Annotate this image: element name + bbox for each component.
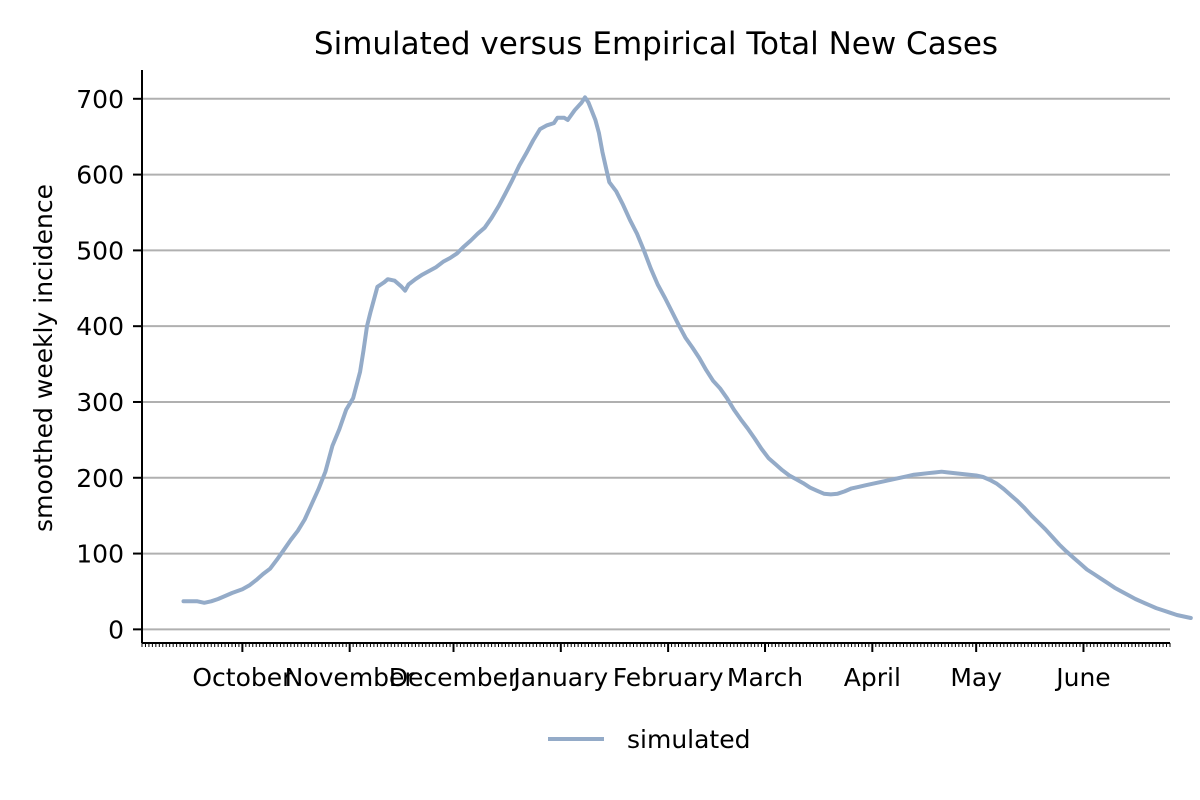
series-layer — [181, 95, 1193, 620]
x-tick-label: February — [613, 663, 724, 692]
x-tick-label: May — [950, 663, 1002, 692]
axes — [141, 70, 1170, 644]
y-axis-label: smoothed weekly incidence — [29, 184, 58, 532]
legend-label: simulated — [627, 725, 751, 754]
x-minor-ticks — [141, 643, 1171, 647]
x-tick-label: March — [727, 663, 803, 692]
chart-title: Simulated versus Empirical Total New Cas… — [314, 26, 998, 62]
x-tick-label: December — [389, 663, 519, 692]
y-axis-ticks: 0 100 200 300 400 500 600 700 — [76, 85, 142, 644]
x-tick-label: April — [844, 663, 901, 692]
x-tick-label: January — [511, 663, 608, 692]
x-tick-label: June — [1054, 663, 1110, 692]
y-tick-label: 700 — [76, 85, 124, 114]
gridlines — [142, 97, 1170, 631]
legend: simulated — [548, 725, 751, 754]
x-tick-label: October — [192, 663, 293, 692]
y-tick-label: 0 — [108, 615, 124, 644]
series-line-simulated — [181, 95, 1193, 620]
y-tick-label: 500 — [76, 236, 124, 265]
y-tick-label: 600 — [76, 161, 124, 190]
y-tick-label: 100 — [76, 540, 124, 569]
x-tick-label: November — [285, 663, 416, 692]
y-tick-label: 400 — [76, 312, 124, 341]
y-tick-label: 300 — [76, 388, 124, 417]
y-tick-label: 200 — [76, 464, 124, 493]
